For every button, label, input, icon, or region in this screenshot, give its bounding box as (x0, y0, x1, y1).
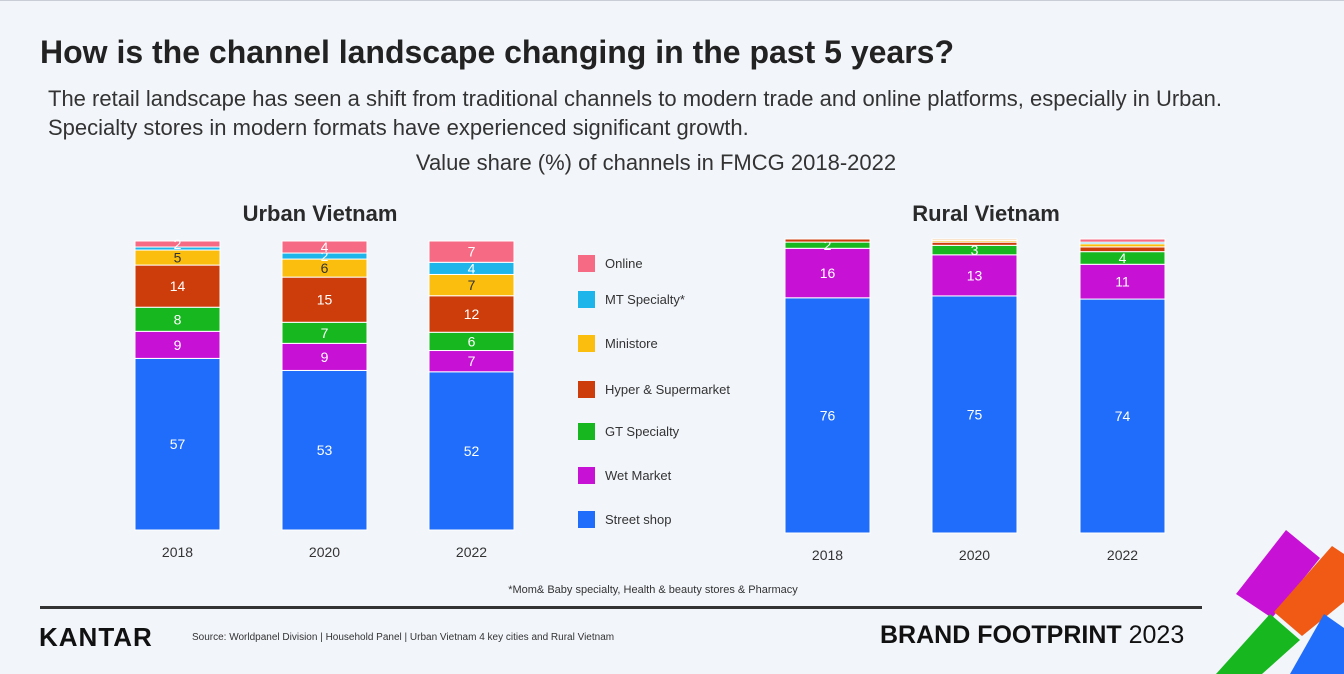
legend-label-street-shop: Street shop (605, 511, 672, 527)
x-tick-label-rural-vietnam-2018: 2018 (812, 547, 843, 563)
page-title: How is the channel landscape changing in… (40, 34, 955, 70)
data-label-rural-vietnam-2018-gt-specialty: 2 (824, 237, 832, 253)
legend-label-online: Online (605, 255, 643, 271)
deco-stripe-green (1216, 614, 1300, 674)
data-label-urban-vietnam-2022-street-shop: 52 (464, 443, 480, 459)
bar-segment-urban-vietnam-2018-hyper-supermarket (134, 264, 221, 308)
decorative-stripes-graphic (1216, 530, 1344, 674)
x-tick-label-urban-vietnam-2020: 2020 (309, 544, 340, 560)
legend-item-wet-market: Wet Market (578, 466, 778, 484)
deco-stripe-magenta (1236, 530, 1320, 618)
data-label-rural-vietnam-2022-street-shop: 74 (1115, 408, 1131, 424)
legend-swatch-ministore (578, 334, 595, 352)
data-label-rural-vietnam-2020-street-shop: 75 (967, 406, 983, 422)
bar-segment-urban-vietnam-2022-hyper-supermarket (428, 295, 515, 333)
data-label-urban-vietnam-2020-wet-market: 9 (321, 349, 329, 365)
data-label-urban-vietnam-2018-wet-market: 9 (174, 337, 182, 353)
bar-segment-urban-vietnam-2020-online (281, 240, 368, 254)
data-label-rural-vietnam-2020-gt-specialty: 3 (971, 242, 979, 258)
brand-footprint-year: 2023 (1128, 621, 1185, 649)
urban-panel-title: Urban Vietnam (242, 201, 398, 226)
bar-segment-urban-vietnam-2018-online (134, 240, 221, 248)
x-tick-label-rural-vietnam-2020: 2020 (959, 547, 990, 563)
data-label-urban-vietnam-2022-wet-market: 7 (468, 353, 476, 369)
page-subtitle: The retail landscape has seen a shift fr… (48, 86, 1222, 140)
legend-label-wet-market: Wet Market (605, 467, 672, 483)
bar-segment-urban-vietnam-2022-street-shop (428, 371, 515, 531)
bar-segment-urban-vietnam-2020-hyper-supermarket (281, 276, 368, 323)
bar-segment-rural-vietnam-2018-wet-market (784, 247, 871, 299)
legend-label-ministore: Ministore (605, 335, 658, 351)
footnote: *Mom& Baby specialty, Health & beauty st… (508, 584, 798, 596)
legend-item-street-shop: Street shop (578, 510, 778, 528)
legend-swatch-online (578, 254, 595, 272)
x-tick-label-urban-vietnam-2018: 2018 (162, 544, 193, 560)
data-label-urban-vietnam-2018-gt-specialty: 8 (174, 311, 182, 327)
bar-segment-urban-vietnam-2018-gt-specialty (134, 306, 221, 332)
brand-footprint-main: BRAND FOOTPRINT (880, 621, 1122, 649)
data-label-rural-vietnam-2018-street-shop: 76 (820, 407, 836, 423)
data-label-urban-vietnam-2022-gt-specialty: 6 (468, 333, 476, 349)
bar-segment-urban-vietnam-2020-street-shop (281, 369, 368, 531)
bar-segment-rural-vietnam-2022-street-shop (1079, 298, 1166, 534)
data-label-urban-vietnam-2022-mt-specialty: 4 (468, 260, 476, 276)
legend-swatch-mt-specialty (578, 290, 595, 308)
chart-title: Value share (%) of channels in FMCG 2018… (415, 150, 897, 175)
bar-segment-rural-vietnam-2018-hyper-supermarket (784, 238, 871, 243)
data-label-urban-vietnam-2022-ministore: 7 (468, 277, 476, 293)
legend-swatch-gt-specialty (578, 422, 595, 440)
top-border (0, 0, 1344, 1)
bar-segment-rural-vietnam-2020-wet-market (931, 254, 1018, 297)
bar-segment-rural-vietnam-2020-other (931, 238, 1018, 242)
legend-label-mt-specialty: MT Specialty* (605, 291, 685, 307)
legend-item-hyper-supermarket: Hyper & Supermarket (578, 380, 778, 398)
data-label-rural-vietnam-2018-wet-market: 16 (820, 265, 836, 281)
data-label-urban-vietnam-2022-hyper-supermarket: 12 (464, 306, 480, 322)
deco-stripe-orange (1274, 546, 1344, 636)
legend-label-hyper-supermarket: Hyper & Supermarket (605, 381, 730, 397)
footer-rule (40, 606, 1202, 609)
bar-segment-urban-vietnam-2020-wet-market (281, 342, 368, 371)
rural-panel-title: Rural Vietnam (912, 201, 1060, 226)
data-label-urban-vietnam-2020-street-shop: 53 (317, 442, 333, 458)
data-label-urban-vietnam-2020-gt-specialty: 7 (321, 325, 329, 341)
source-note: Source: Worldpanel Division | Household … (192, 632, 615, 643)
legend-item-mt-specialty: MT Specialty* (578, 290, 778, 308)
x-tick-label-urban-vietnam-2022: 2022 (456, 544, 487, 560)
bar-segment-rural-vietnam-2018-street-shop (784, 297, 871, 534)
data-label-urban-vietnam-2018-street-shop: 57 (170, 436, 186, 452)
legend-swatch-hyper-supermarket (578, 380, 595, 398)
data-label-urban-vietnam-2018-ministore: 5 (174, 250, 182, 266)
data-label-rural-vietnam-2022-wet-market: 11 (1115, 274, 1130, 290)
data-label-urban-vietnam-2020-ministore: 6 (321, 260, 329, 276)
kantar-logo: KANTAR (39, 622, 153, 652)
bar-segment-rural-vietnam-2022-online (1079, 238, 1166, 243)
legend-swatch-street-shop (578, 510, 595, 528)
bar-segment-rural-vietnam-2020-street-shop (931, 295, 1018, 534)
legend-item-gt-specialty: GT Specialty (578, 422, 778, 440)
bar-segment-urban-vietnam-2018-street-shop (134, 357, 221, 531)
data-label-rural-vietnam-2022-gt-specialty: 4 (1119, 250, 1127, 266)
deco-stripe-blue (1290, 614, 1344, 674)
brand-footprint-label: BRAND FOOTPRINT 2023 (880, 621, 1184, 650)
data-label-rural-vietnam-2020-wet-market: 13 (967, 267, 983, 283)
legend-item-ministore: Ministore (578, 334, 778, 352)
bar-segment-rural-vietnam-2022-wet-market (1079, 263, 1166, 300)
data-label-urban-vietnam-2020-mt-specialty: 2 (321, 248, 329, 264)
x-tick-label-rural-vietnam-2022: 2022 (1107, 547, 1138, 563)
legend-label-gt-specialty: GT Specialty (605, 423, 680, 439)
data-label-urban-vietnam-2020-online: 4 (321, 239, 329, 255)
bar-segment-urban-vietnam-2018-wet-market (134, 330, 221, 359)
data-label-urban-vietnam-2020-hyper-supermarket: 15 (317, 292, 333, 308)
data-label-urban-vietnam-2018-online: 2 (174, 236, 182, 252)
data-label-urban-vietnam-2018-hyper-supermarket: 14 (170, 278, 186, 294)
bar-segment-urban-vietnam-2022-online (428, 240, 515, 263)
bar-segment-rural-vietnam-2022-hyper-supermarket (1079, 246, 1166, 253)
legend-swatch-wet-market (578, 466, 595, 484)
data-label-urban-vietnam-2022-online: 7 (468, 244, 476, 260)
legend-item-online: Online (578, 254, 778, 272)
